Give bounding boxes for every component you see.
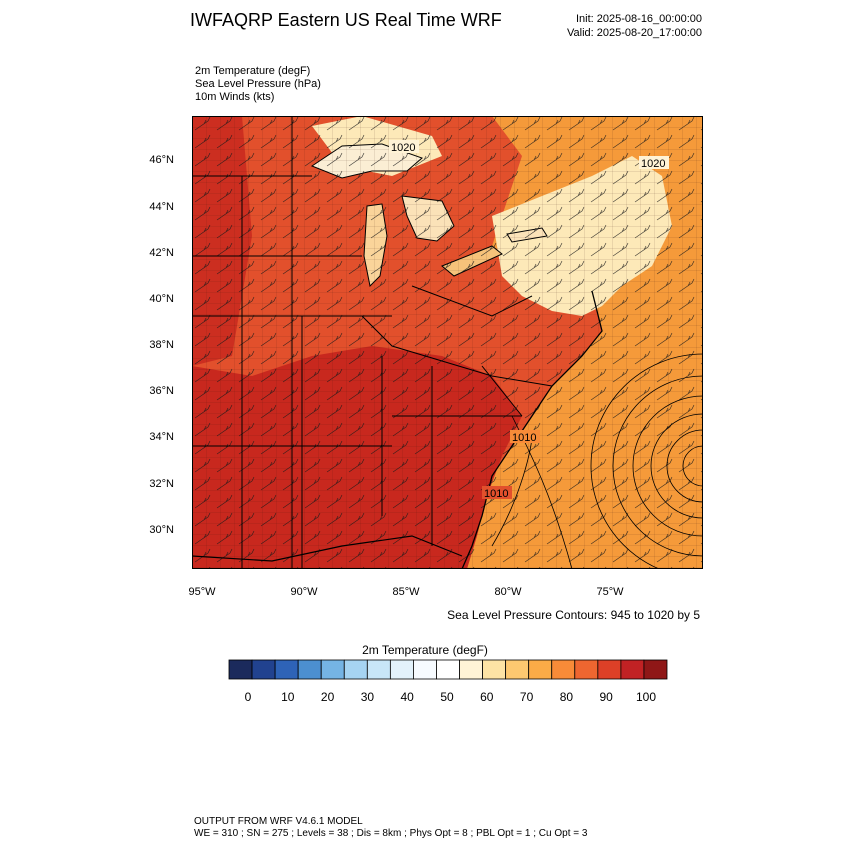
field-label-pressure: Sea Level Pressure (hPa)	[195, 78, 321, 90]
gulf-coast	[192, 535, 463, 562]
lon-label: 85°W	[392, 586, 420, 598]
colorbar-label: 50	[440, 690, 454, 704]
field-label-temperature: 2m Temperature (degF)	[195, 65, 311, 77]
lon-label: 95°W	[188, 586, 216, 598]
colorbar-label: 20	[320, 690, 335, 704]
colorbar-box	[320, 659, 345, 680]
colorbar-box	[413, 659, 437, 680]
isobar-label: 1010	[512, 432, 536, 444]
field-label-winds: 10m Winds (kts)	[195, 91, 275, 103]
colorbar-box	[389, 659, 414, 680]
colorbar-label: 30	[360, 690, 375, 704]
colorbar-box	[551, 659, 576, 680]
weather-map: 1020 1020 1010 1010	[192, 116, 703, 569]
colorbar	[228, 659, 668, 680]
lat-label: 34°N	[149, 431, 174, 443]
lon-label: 75°W	[596, 586, 624, 598]
lat-label: 30°N	[149, 524, 174, 536]
colorbar-box	[343, 659, 368, 680]
colorbar-box	[482, 659, 507, 680]
contour-note: Sea Level Pressure Contours: 945 to 1020…	[447, 608, 700, 622]
colorbar-label: 40	[400, 690, 414, 704]
colorbar-label: 10	[281, 690, 295, 704]
colorbar-box	[574, 659, 599, 680]
lat-label: 36°N	[149, 385, 174, 397]
lon-label: 80°W	[494, 586, 522, 598]
lat-label: 46°N	[149, 154, 174, 166]
colorbar-label: 90	[599, 690, 613, 704]
colorbar-box	[620, 659, 645, 680]
colorbar-box	[597, 659, 622, 680]
valid-time: Valid: 2025-08-20_17:00:00	[567, 27, 702, 39]
lon-label: 90°W	[290, 586, 318, 598]
lat-label: 38°N	[149, 339, 174, 351]
state-borders	[192, 116, 553, 569]
colorbar-label: 0	[244, 690, 252, 704]
colorbar-box	[251, 659, 276, 680]
plot-title: IWFAQRP Eastern US Real Time WRF	[190, 10, 502, 30]
init-time: Init: 2025-08-16_00:00:00	[576, 13, 702, 25]
lat-label: 42°N	[149, 247, 174, 259]
colorbar-label: 100	[635, 690, 657, 704]
colorbar-title: 2m Temperature (degF)	[362, 643, 488, 657]
colorbar-box	[459, 659, 483, 680]
lat-label: 40°N	[149, 293, 174, 305]
colorbar-box	[436, 659, 460, 680]
colorbar-box	[297, 659, 322, 680]
colorbar-box	[228, 659, 253, 680]
colorbar-label: 60	[480, 690, 494, 704]
footer-config: WE = 310 ; SN = 275 ; Levels = 38 ; Dis …	[194, 828, 588, 839]
footer-model: OUTPUT FROM WRF V4.6.1 MODEL	[194, 816, 363, 827]
colorbar-box	[505, 659, 530, 680]
colorbar-box	[643, 659, 668, 680]
colorbar-label: 80	[559, 690, 574, 704]
isobar-label: 1020	[391, 142, 415, 154]
lat-label: 44°N	[149, 201, 174, 213]
colorbar-label: 70	[519, 690, 534, 704]
isobar-label: 1020	[641, 158, 665, 170]
colorbar-box	[366, 659, 391, 680]
colorbar-box	[528, 659, 553, 680]
isobar-label: 1010	[484, 488, 508, 500]
colorbar-box	[274, 659, 299, 680]
lat-label: 32°N	[149, 478, 174, 490]
